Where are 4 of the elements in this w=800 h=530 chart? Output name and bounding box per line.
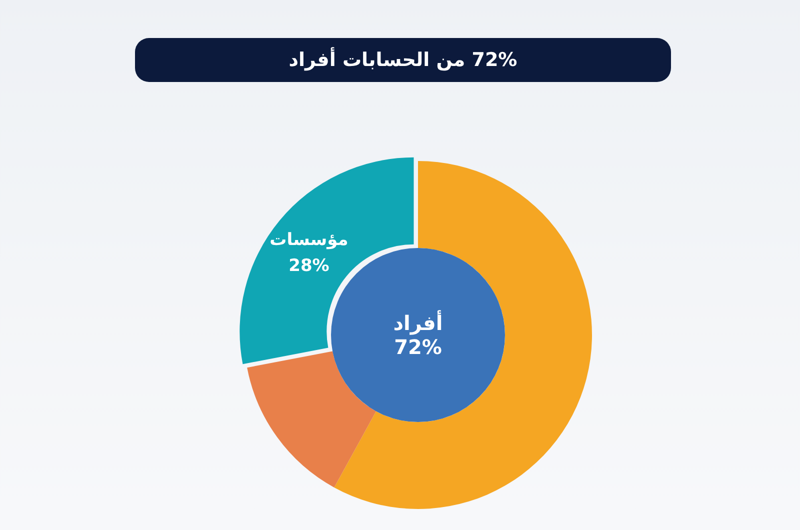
slice-label: مؤسسات xyxy=(270,230,348,250)
data-label: 28% xyxy=(288,256,330,276)
slice-label: أفراد xyxy=(393,311,443,335)
chart-title: 72% من الحسابات أفراد xyxy=(135,38,671,82)
